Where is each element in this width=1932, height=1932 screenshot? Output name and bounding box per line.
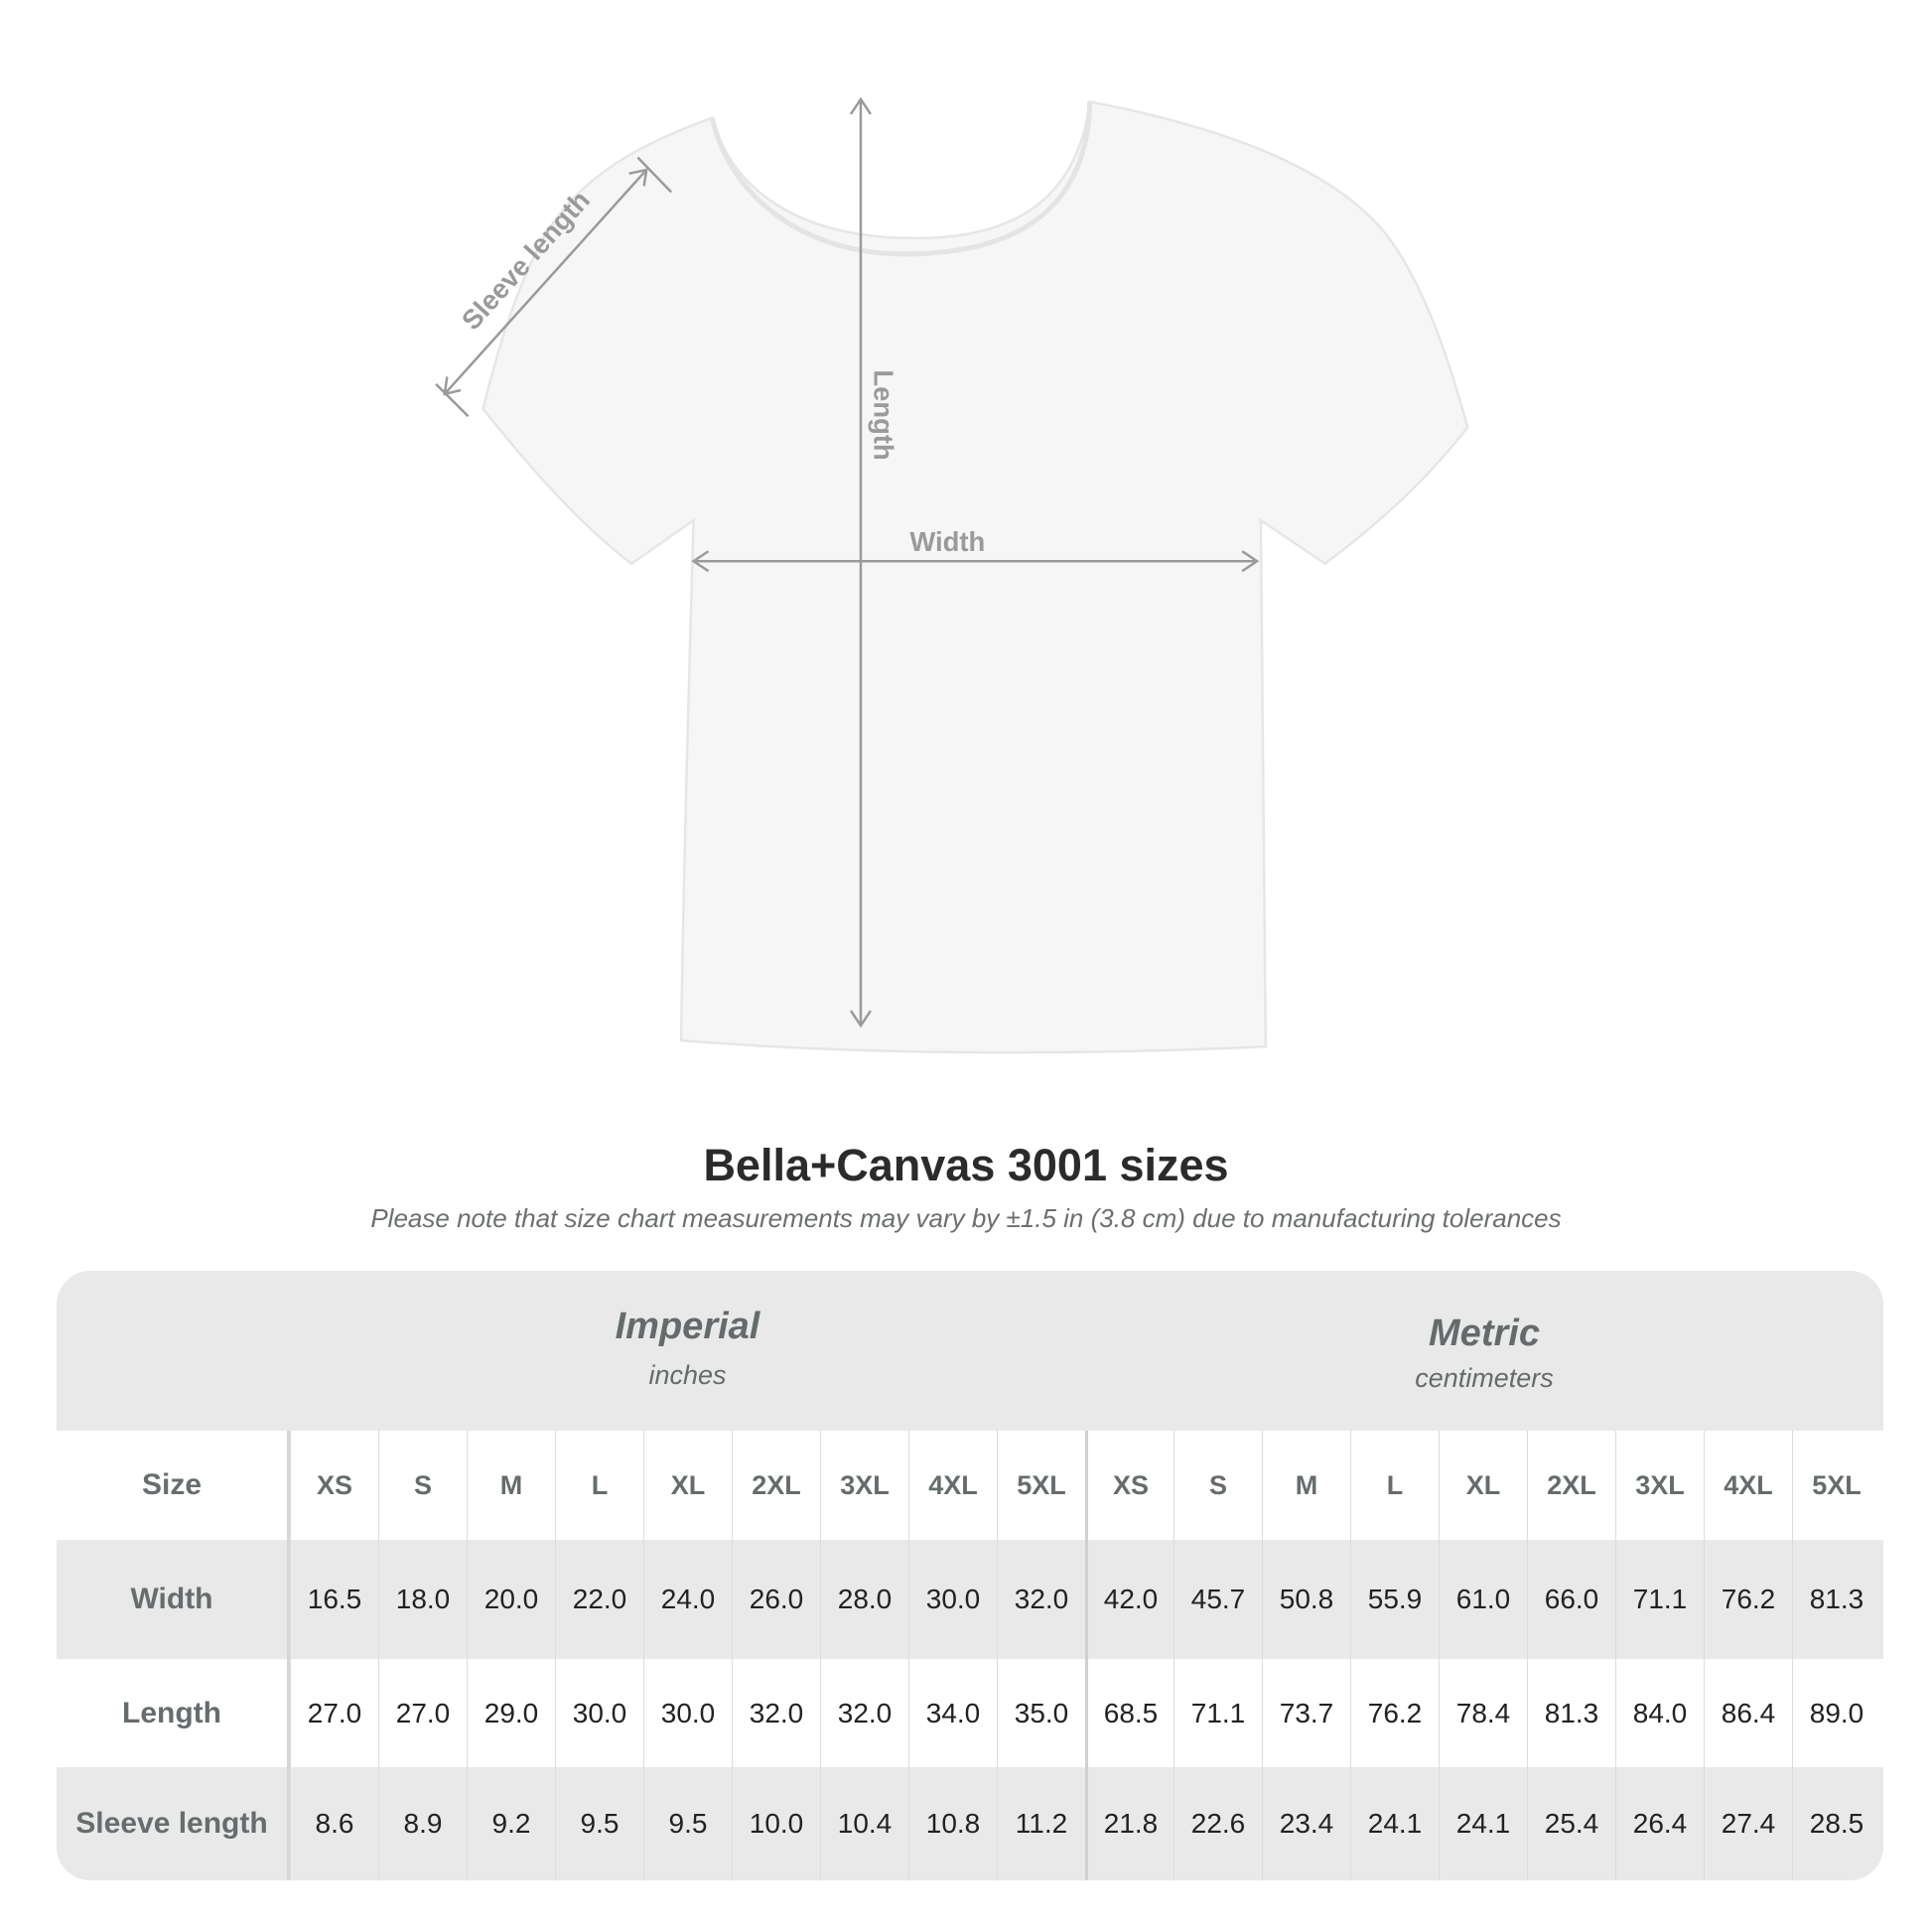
size-header-cell: 4XL — [1704, 1431, 1792, 1540]
metric-value-cell: 28.5 — [1792, 1767, 1880, 1880]
imperial-value-cell: 10.8 — [908, 1767, 997, 1880]
imperial-title: Imperial — [615, 1306, 760, 1347]
metric-value-cell: 89.0 — [1792, 1659, 1880, 1767]
size-header-cell: 4XL — [908, 1431, 997, 1540]
imperial-value-cell: 8.9 — [378, 1767, 467, 1880]
imperial-value-cell: 8.6 — [290, 1767, 378, 1880]
metric-value-cell: 24.1 — [1439, 1767, 1527, 1880]
table-row: Sleeve length 8.6 8.9 9.2 9.5 9.5 10.0 10.4 10.8… — [57, 1767, 1883, 1880]
collar — [709, 101, 1093, 257]
imperial-value-cell: 34.0 — [908, 1659, 997, 1767]
row-label: Size — [57, 1431, 290, 1540]
metric-value-cell: 78.4 — [1439, 1659, 1527, 1767]
tolerance-note: Please note that size chart measurements… — [370, 1203, 1562, 1233]
imperial-value-cell: 32.0 — [997, 1540, 1085, 1659]
metric-value-cell: 50.8 — [1262, 1540, 1350, 1659]
size-header-cell: S — [378, 1431, 467, 1540]
imperial-value-cell: 30.0 — [643, 1659, 732, 1767]
imperial-value-cell: 11.2 — [997, 1767, 1085, 1880]
metric-value-cell: 22.6 — [1173, 1767, 1262, 1880]
metric-header: Metric centimeters — [1085, 1271, 1883, 1431]
size-header-cell: S — [1173, 1431, 1262, 1540]
metric-value-cell: 61.0 — [1439, 1540, 1527, 1659]
imperial-value-cell: 9.5 — [555, 1767, 643, 1880]
size-chart-table: Imperial inches Metric centimeters Size X… — [57, 1271, 1883, 1880]
size-header-cell: 2XL — [1527, 1431, 1615, 1540]
imperial-value-cell: 9.5 — [643, 1767, 732, 1880]
size-header-cell: XL — [1439, 1431, 1527, 1540]
metric-value-cell: 86.4 — [1704, 1659, 1792, 1767]
sleeve-length-arrow — [435, 156, 673, 418]
size-header-cell: XS — [1085, 1431, 1173, 1540]
row-label: Width — [57, 1540, 290, 1659]
table-row: Width 16.5 18.0 20.0 22.0 24.0 26.0 28.0 30.0 32.… — [57, 1540, 1883, 1659]
imperial-value-cell: 30.0 — [908, 1540, 997, 1659]
metric-title: Metric — [1429, 1312, 1540, 1354]
metric-value-cell: 71.1 — [1615, 1540, 1704, 1659]
row-label: Length — [57, 1659, 290, 1767]
metric-value-cell: 71.1 — [1173, 1659, 1262, 1767]
imperial-value-cell: 22.0 — [555, 1540, 643, 1659]
metric-value-cell: 25.4 — [1527, 1767, 1615, 1880]
imperial-value-cell: 35.0 — [997, 1659, 1085, 1767]
metric-value-cell: 66.0 — [1527, 1540, 1615, 1659]
imperial-value-cell: 9.2 — [467, 1767, 555, 1880]
imperial-unit: inches — [648, 1360, 727, 1390]
imperial-value-cell: 29.0 — [467, 1659, 555, 1767]
row-label: Sleeve length — [57, 1767, 290, 1880]
imperial-value-cell: 27.0 — [378, 1659, 467, 1767]
size-header-cell: 5XL — [1792, 1431, 1880, 1540]
metric-value-cell: 84.0 — [1615, 1659, 1704, 1767]
metric-unit: centimeters — [1415, 1363, 1554, 1393]
size-header-cell: L — [1350, 1431, 1439, 1540]
size-header-cell: XS — [290, 1431, 378, 1540]
size-header-cell: 2XL — [732, 1431, 820, 1540]
metric-value-cell: 81.3 — [1792, 1540, 1880, 1659]
width-arrow — [691, 550, 1260, 573]
metric-value-cell: 68.5 — [1085, 1659, 1173, 1767]
imperial-value-cell: 16.5 — [290, 1540, 378, 1659]
imperial-value-cell: 28.0 — [820, 1540, 908, 1659]
width-label: Width — [909, 526, 985, 557]
size-header-cell: M — [1262, 1431, 1350, 1540]
metric-value-cell: 27.4 — [1704, 1767, 1792, 1880]
metric-value-cell: 73.7 — [1262, 1659, 1350, 1767]
tshirt-diagram: Width Length Sleeve length — [435, 96, 1469, 1054]
metric-value-cell: 21.8 — [1085, 1767, 1173, 1880]
metric-value-cell: 45.7 — [1173, 1540, 1262, 1659]
page-title: Bella+Canvas 3001 sizes — [703, 1140, 1229, 1190]
imperial-value-cell: 30.0 — [555, 1659, 643, 1767]
metric-value-cell: 76.2 — [1350, 1659, 1439, 1767]
imperial-value-cell: 10.0 — [732, 1767, 820, 1880]
metric-value-cell: 55.9 — [1350, 1540, 1439, 1659]
imperial-value-cell: 24.0 — [643, 1540, 732, 1659]
size-header-row: Size XS S M L XL 2XL 3XL 4XL 5XL XS S M L XL 2XL 3XL 4XL 5… — [57, 1431, 1883, 1540]
imperial-value-cell: 27.0 — [290, 1659, 378, 1767]
metric-value-cell: 26.4 — [1615, 1767, 1704, 1880]
metric-value-cell: 42.0 — [1085, 1540, 1173, 1659]
table-row: Length 27.0 27.0 29.0 30.0 30.0 32.0 32.0 34.0 35… — [57, 1659, 1883, 1767]
size-header-cell: L — [555, 1431, 643, 1540]
length-label: Length — [869, 369, 899, 460]
imperial-value-cell: 18.0 — [378, 1540, 467, 1659]
imperial-value-cell: 20.0 — [467, 1540, 555, 1659]
metric-value-cell: 24.1 — [1350, 1767, 1439, 1880]
imperial-value-cell: 10.4 — [820, 1767, 908, 1880]
size-header-cell: XL — [643, 1431, 732, 1540]
size-header-cell: 3XL — [820, 1431, 908, 1540]
metric-value-cell: 81.3 — [1527, 1659, 1615, 1767]
size-header-cell: 3XL — [1615, 1431, 1704, 1540]
metric-value-cell: 76.2 — [1704, 1540, 1792, 1659]
imperial-header: Imperial inches — [290, 1271, 1085, 1431]
size-header-cell: M — [467, 1431, 555, 1540]
imperial-value-cell: 32.0 — [820, 1659, 908, 1767]
size-header-cell: 5XL — [997, 1431, 1085, 1540]
imperial-value-cell: 32.0 — [732, 1659, 820, 1767]
imperial-value-cell: 26.0 — [732, 1540, 820, 1659]
metric-value-cell: 23.4 — [1262, 1767, 1350, 1880]
